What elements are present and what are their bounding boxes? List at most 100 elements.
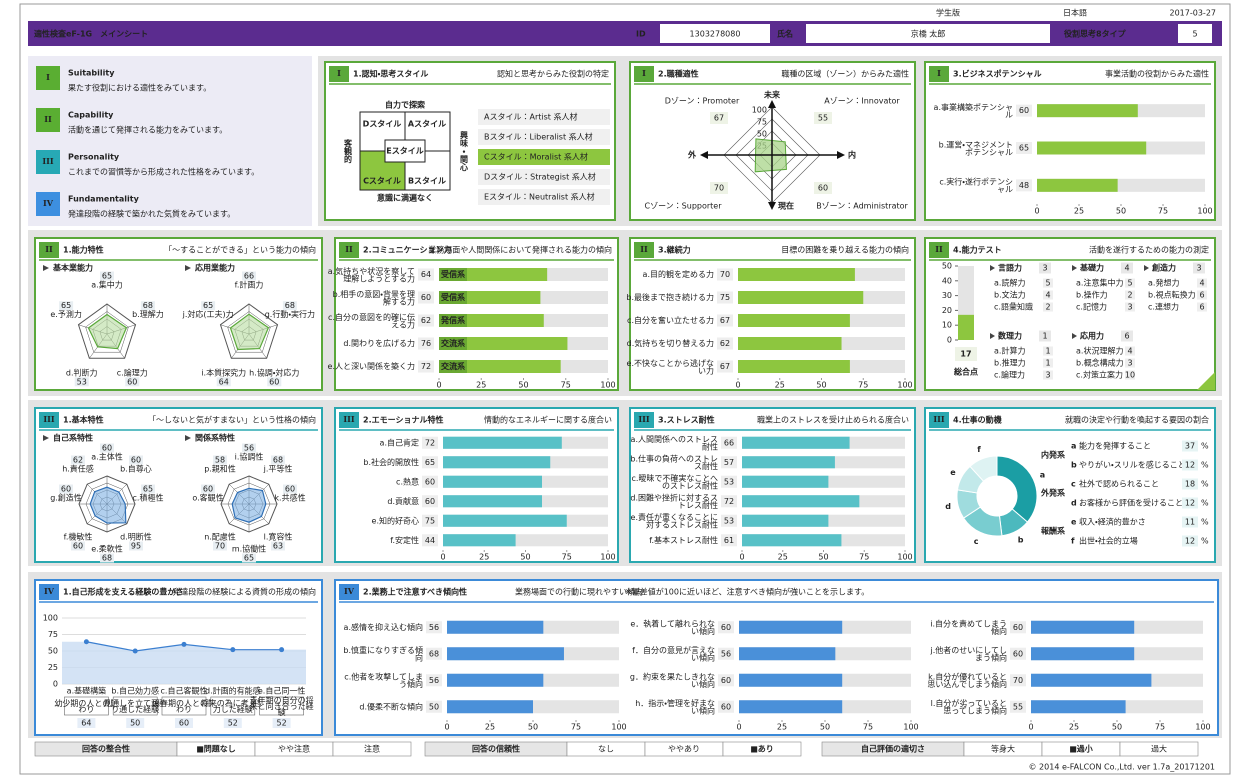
value-box (426, 647, 442, 660)
value-box (1010, 700, 1026, 713)
radar-label: n.配慮性 (204, 531, 236, 541)
bar-tag-label: 交流系 (441, 361, 465, 371)
value-label: 70 (215, 541, 225, 550)
group-marker (990, 333, 995, 339)
panel-numeral: III (43, 414, 54, 424)
value-label: 65 (61, 301, 71, 310)
panel-badge (929, 412, 949, 428)
y-tick-label: 75 (48, 630, 58, 639)
value-label: 56 (429, 676, 439, 685)
x-tick-label: a.基礎構築 (67, 686, 106, 696)
arrow-head (837, 151, 845, 159)
bar-label: c.実行・遂行ポテンシャル (939, 176, 1013, 194)
value-box (1043, 290, 1053, 300)
value-label: 3 (1042, 264, 1047, 273)
bar-label: d.関わりを広げる力 (343, 338, 415, 348)
caption-box (112, 696, 158, 716)
value-box (718, 674, 734, 687)
value-box (1043, 346, 1053, 356)
radar-label: g.創造性 (50, 493, 82, 503)
radar-ring (219, 303, 279, 359)
value-label: 10 (1125, 371, 1135, 380)
value-label: 55 (818, 114, 828, 123)
value-box (74, 377, 89, 387)
value-box (71, 455, 86, 465)
value-box (128, 455, 143, 465)
panel-badge (929, 66, 949, 82)
legend-badge (36, 150, 60, 174)
radar-label: j.対応(工夫)力 (182, 309, 234, 319)
x-tick-label: 75 (561, 381, 571, 390)
unit-label: % (1201, 518, 1209, 527)
id-box (660, 24, 770, 43)
arrow-head (768, 202, 776, 210)
value-label: 1 (1042, 332, 1047, 341)
value-label: 53 (77, 377, 87, 386)
value-box (955, 347, 977, 361)
footer-option: 等身大 (991, 744, 1015, 754)
radar-label: f.機敏性 (64, 531, 93, 541)
value-box (710, 182, 728, 194)
radar-area (229, 313, 270, 351)
x-tick-label: 0 (736, 723, 741, 732)
item-letter: d (1071, 499, 1077, 508)
value-label: 60 (61, 485, 71, 494)
bar (443, 456, 551, 469)
axis-label: 意識に満遍なく (377, 193, 433, 203)
radar-label: b.理解力 (132, 309, 164, 319)
value-label: 3 (1127, 359, 1132, 368)
value-label: 68 (143, 301, 153, 310)
x-tick-label: 100 (600, 381, 615, 390)
x-tick-label: 75 (858, 381, 868, 390)
r-tick-label: 75 (757, 118, 767, 127)
value-box (128, 541, 143, 551)
value-label: 1 (1045, 359, 1050, 368)
point (279, 647, 285, 653)
group-marker (185, 265, 191, 271)
group-label: 自己系特性 (53, 433, 93, 443)
value-label: 60 (73, 541, 83, 550)
item-label: a.状況理解力 (1076, 346, 1123, 356)
group-marker (43, 435, 49, 441)
x-tick-label: 25 (476, 381, 486, 390)
value-label: 60 (127, 377, 137, 386)
point (132, 648, 138, 654)
radar-label: c.積極性 (133, 493, 164, 503)
value-box (1043, 302, 1053, 312)
bar-label: c.自分を奮い立たせる力 (627, 315, 714, 325)
legend-badge (36, 108, 60, 132)
value-box (270, 541, 285, 551)
item-label: 社外で認められること (1079, 479, 1159, 489)
value-label: 70 (720, 270, 730, 279)
value-box (1182, 516, 1198, 528)
value-box (71, 541, 86, 551)
bar (443, 495, 542, 508)
item-label: c.論理力 (994, 370, 1025, 380)
value-box (175, 718, 193, 728)
value-label: 70 (1013, 676, 1023, 685)
bar-label: f.基本ストレス耐性 (649, 535, 718, 545)
value-box (1197, 278, 1207, 288)
arrow-head (700, 151, 708, 159)
bar-label: d.困難や挫折に対するストレス耐性 (630, 492, 718, 510)
type-box (1178, 24, 1212, 43)
point (230, 647, 236, 653)
footer-option: ■あり (750, 745, 774, 754)
panel-numeral: II (640, 244, 648, 254)
group-label: 外発系 (1040, 488, 1065, 498)
style-row (478, 149, 610, 165)
value-label: 60 (721, 623, 731, 632)
date: 2017-03-27 (1170, 9, 1217, 18)
value-label: 64 (81, 719, 91, 728)
value-box (1125, 290, 1135, 300)
zone-label: Aゾーン：Innovator (824, 97, 900, 106)
panel-subtitle: 職種の区域（ゾーン）からみた適性 (781, 69, 909, 79)
x-tick-label: 0 (440, 553, 445, 562)
value-label: 53 (724, 516, 734, 525)
value-box (140, 301, 155, 311)
value-label: 72 (421, 362, 431, 371)
group-label: 内発系 (1041, 450, 1065, 460)
value-label: 60 (721, 702, 731, 711)
panel-title: 2.エモーショナル特性 (363, 415, 443, 425)
item-letter: f (1071, 537, 1075, 546)
